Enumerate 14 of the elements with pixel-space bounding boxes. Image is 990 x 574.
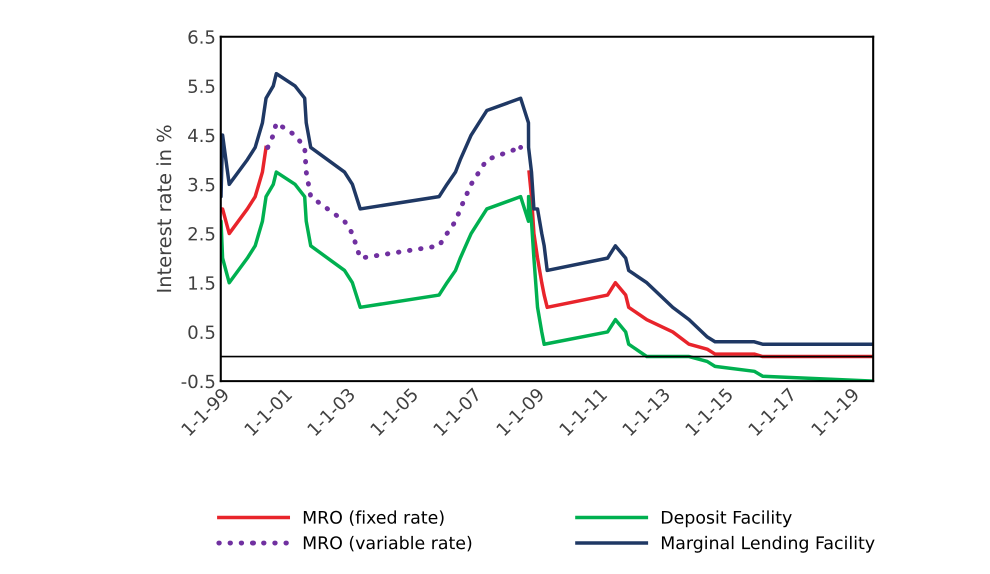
y-tick-label: 0.5 xyxy=(188,325,214,340)
legend-label: MRO (variable rate) xyxy=(304,536,472,552)
line-series xyxy=(220,72,874,346)
y-tick-label: 6.5 xyxy=(188,30,214,44)
y-tick-label: 3.5 xyxy=(188,178,214,192)
y-tick-label: 4.5 xyxy=(188,128,214,142)
y-axis-title: Interest rate in % xyxy=(156,125,172,292)
legend-label: Marginal Lending Facility xyxy=(662,536,875,553)
y-tick-label: -0.5 xyxy=(182,374,214,388)
legend-label: MRO (fixed rate) xyxy=(304,510,444,526)
y-tick-label: 5.5 xyxy=(188,80,214,94)
legend-label: Deposit Facility xyxy=(662,510,792,528)
y-tick-label: 2.5 xyxy=(188,226,214,241)
y-tick-label: 1.5 xyxy=(189,276,214,290)
